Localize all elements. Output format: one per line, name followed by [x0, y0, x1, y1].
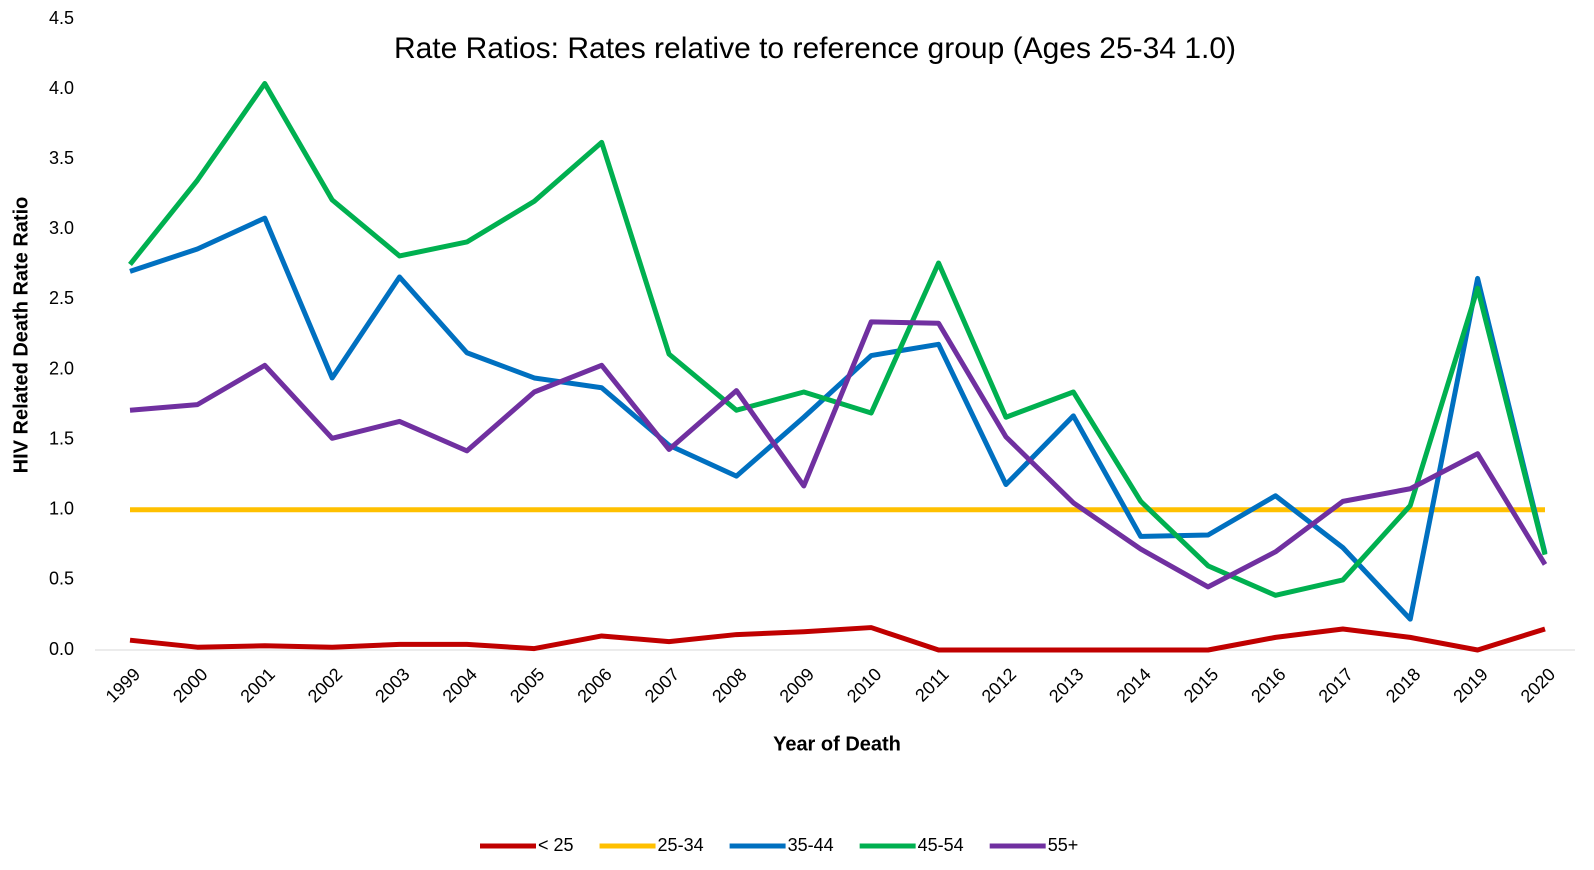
x-tick-label: 2018: [1382, 664, 1424, 706]
x-tick-label: 2004: [439, 664, 481, 706]
x-tick-label: 1999: [102, 664, 144, 706]
y-tick-label: 4.0: [49, 78, 74, 98]
x-tick-label: 2007: [641, 664, 683, 706]
x-tick-label: 2016: [1247, 664, 1289, 706]
chart-title: Rate Ratios: Rates relative to reference…: [394, 32, 1236, 65]
series-line: [128, 81, 1548, 598]
y-tick-label: 2.0: [49, 358, 74, 378]
x-tick-label: 2011: [911, 664, 953, 706]
x-tick-label: 2017: [1315, 664, 1357, 706]
x-tick-label: 2000: [169, 664, 211, 706]
x-tick-label: 2020: [1517, 664, 1559, 706]
legend-label: 55+: [1048, 835, 1079, 855]
legend-label: 25-34: [658, 835, 704, 855]
y-tick-label: 0.0: [49, 639, 74, 659]
y-tick-label: 4.5: [49, 8, 74, 28]
y-tick-label: 3.5: [49, 148, 74, 168]
y-axis-label: HIV Related Death Rate Ratio: [10, 197, 32, 474]
x-tick-label: 2001: [236, 664, 278, 706]
x-tick-label: 2006: [573, 664, 615, 706]
legend-label: < 25: [538, 835, 574, 855]
x-tick-label: 2003: [371, 664, 413, 706]
x-tick-label: 2019: [1449, 664, 1491, 706]
x-axis-label: Year of Death: [773, 733, 901, 755]
y-tick-label: 1.5: [49, 428, 74, 448]
x-tick-label: 2002: [304, 664, 346, 706]
legend-label: 35-44: [788, 835, 834, 855]
y-tick-label: 3.0: [49, 218, 74, 238]
y-tick-label: 0.5: [49, 569, 74, 589]
y-tick-label: 2.5: [49, 288, 74, 308]
x-tick-label: 2010: [843, 664, 885, 706]
series-line: [129, 625, 1546, 653]
x-tick-label: 2005: [506, 664, 548, 706]
x-tick-label: 2008: [708, 664, 750, 706]
x-tick-label: 2013: [1045, 664, 1087, 706]
series-line: [129, 319, 1548, 590]
x-tick-label: 2014: [1112, 664, 1154, 706]
x-tick-label: 2009: [776, 664, 818, 706]
x-tick-label: 2012: [978, 664, 1020, 706]
x-tick-label: 2015: [1180, 664, 1222, 706]
y-tick-label: 1.0: [49, 499, 74, 519]
legend-label: 45-54: [918, 835, 964, 855]
series-line: [129, 215, 1548, 622]
